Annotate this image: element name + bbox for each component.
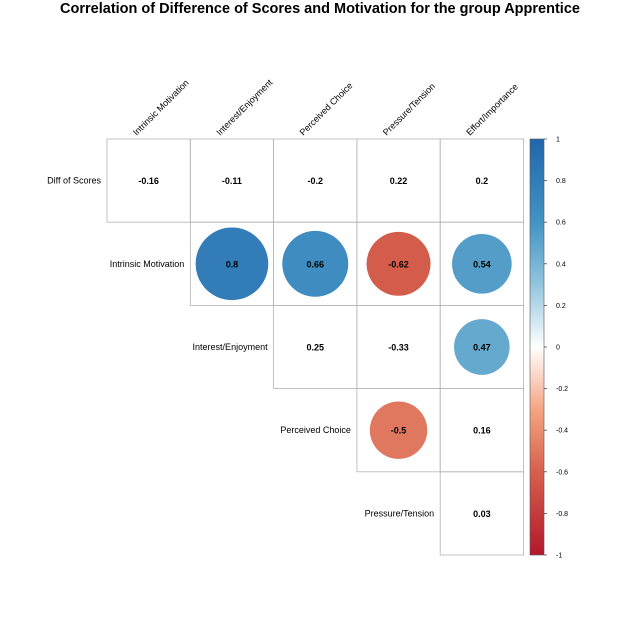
correlation-value: 0.66 — [306, 259, 324, 269]
column-label: Perceived Choice — [298, 80, 355, 137]
colorbar-tick-label: 1 — [556, 137, 560, 144]
cells-layer: -0.16 -0.11 -0.2 0.22 0.2 0.8 0.66 -0.62 0.54 0.2… — [138, 176, 512, 519]
correlation-value: 0.54 — [473, 259, 491, 269]
correlation-circle — [195, 227, 269, 301]
correlation-value: -0.62 — [388, 259, 409, 269]
colorbar-tick-label: -1 — [556, 553, 562, 560]
row-labels: Diff of Scores Intrinsic Motivation Intere… — [47, 176, 434, 519]
row-label: Intrinsic Motivation — [110, 259, 185, 269]
correlation-circle — [452, 233, 512, 294]
column-labels: Intrinsic Motivation Interest/Enjoyment Pe… — [131, 77, 520, 137]
correlation-value: 0.03 — [473, 509, 491, 519]
correlation-circle — [366, 231, 431, 296]
grid-cell — [439, 471, 524, 556]
grid-layer — [106, 138, 524, 556]
correlation-value: 0.22 — [390, 176, 408, 186]
correlation-value: 0.2 — [476, 176, 489, 186]
row-label: Diff of Scores — [47, 176, 101, 186]
colorbar-tick-label: 0.2 — [556, 303, 566, 310]
colorbar-tick-label: 0.6 — [556, 220, 566, 227]
colorbar: 1 0.8 0.6 0.4 0.2 0 -0.2 -0.4 -0.6 -0.8 -1 — [529, 137, 568, 560]
colorbar-tick-label: -0.2 — [556, 386, 568, 393]
column-label: Pressure/Tension — [381, 81, 437, 137]
correlation-value: 0.47 — [473, 343, 491, 353]
correlation-value: -0.5 — [391, 426, 407, 436]
colorbar-tick-label: -0.6 — [556, 469, 568, 476]
colorbar-gradient — [529, 138, 545, 556]
correlation-value: 0.25 — [306, 343, 324, 353]
correlation-value: 0.8 — [226, 259, 239, 269]
colorbar-tick-label: 0.8 — [556, 178, 566, 185]
row-label: Pressure/Tension — [365, 508, 435, 518]
colorbar-tick-label: -0.8 — [556, 511, 568, 518]
correlation-value: -0.33 — [388, 343, 409, 353]
colorbar-tick-label: -0.4 — [556, 428, 568, 435]
correlation-circle — [282, 230, 349, 297]
row-label: Interest/Enjoyment — [193, 342, 269, 352]
correlation-value: -0.16 — [138, 176, 159, 186]
correlation-value: -0.11 — [222, 176, 242, 186]
column-label: Effort/Importance — [464, 82, 520, 138]
correlation-value: -0.2 — [307, 176, 323, 186]
column-label: Interest/Enjoyment — [214, 77, 274, 137]
correlation-value: 0.16 — [473, 426, 491, 436]
row-label: Perceived Choice — [280, 425, 351, 435]
correlation-circle — [369, 401, 428, 459]
colorbar-tick-label: 0 — [556, 345, 560, 352]
correlation-circle — [454, 319, 510, 375]
chart-title: Correlation of Difference of Scores and … — [60, 1, 580, 17]
column-label: Intrinsic Motivation — [131, 78, 191, 138]
colorbar-tick-label: 0.4 — [556, 261, 566, 268]
